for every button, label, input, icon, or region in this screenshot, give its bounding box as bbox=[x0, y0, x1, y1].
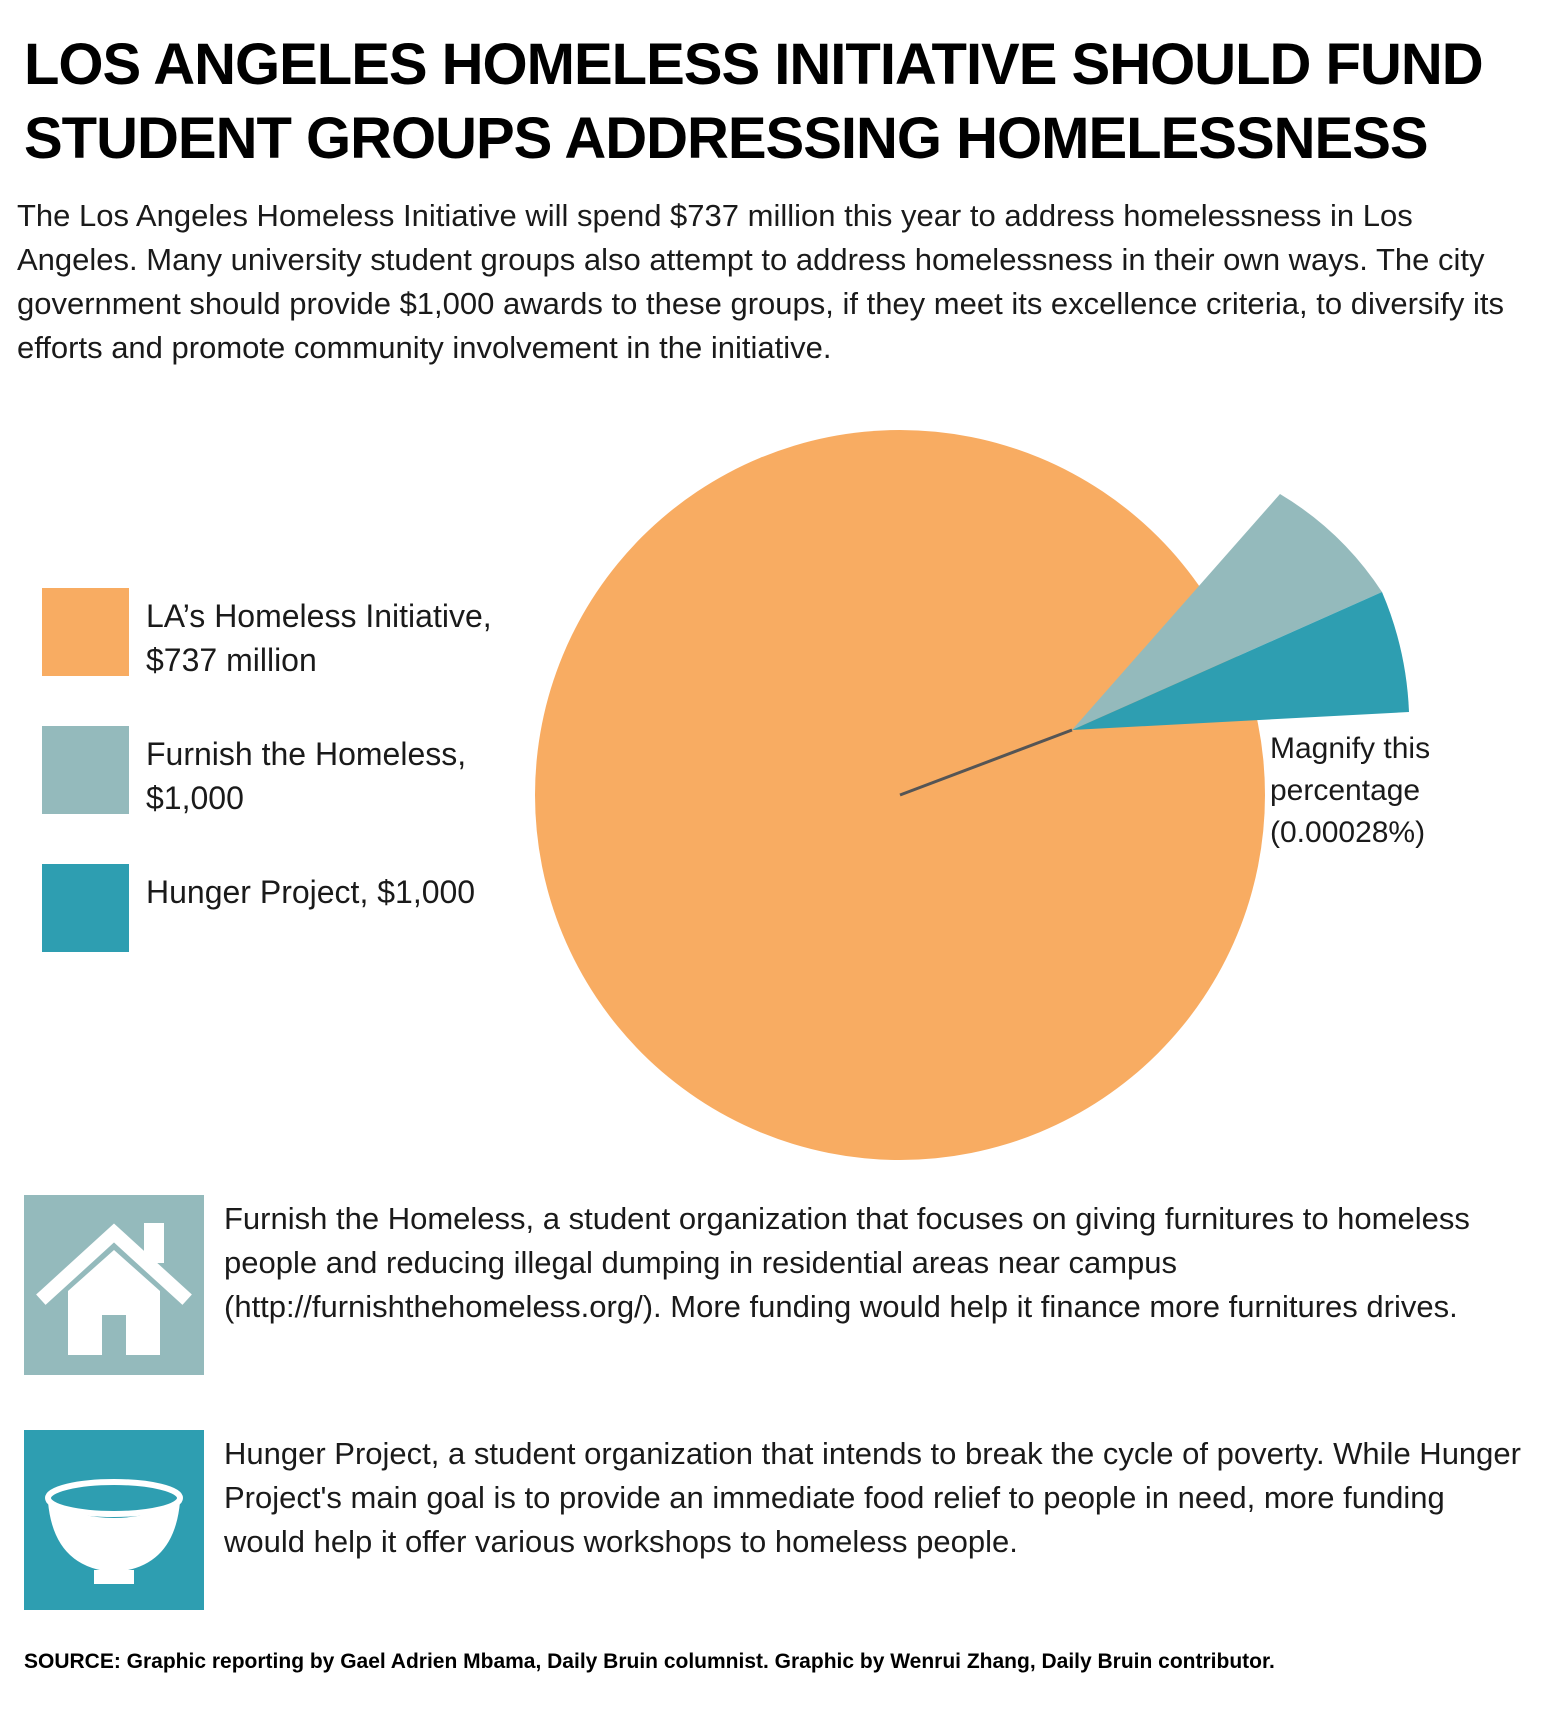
org-description-furnish: Furnish the Homeless, a student organiza… bbox=[224, 1201, 1470, 1324]
house-icon bbox=[24, 1195, 204, 1375]
legend-item-la-initiative: LA’s Homeless Initiative, $737 million bbox=[42, 588, 502, 726]
legend-label-furnish: Furnish the Homeless, $1,000 bbox=[146, 736, 467, 816]
legend-swatch-la-initiative bbox=[42, 588, 129, 676]
legend-label-la-initiative: LA’s Homeless Initiative, $737 million bbox=[146, 598, 492, 678]
pie-slice-furnish bbox=[1072, 494, 1382, 730]
org-info-furnish: Furnish the Homeless, a student organiza… bbox=[24, 1195, 1524, 1375]
pie-leader-line bbox=[899, 728, 1073, 797]
page-title: LOS ANGELES HOMELESS INITIATIVE SHOULD F… bbox=[24, 32, 1484, 171]
chart-legend: LA’s Homeless Initiative, $737 million F… bbox=[42, 588, 502, 1002]
pie-slice-hunger bbox=[1072, 592, 1409, 730]
legend-swatch-hunger bbox=[42, 864, 129, 952]
legend-item-furnish: Furnish the Homeless, $1,000 bbox=[42, 726, 502, 864]
legend-item-hunger: Hunger Project, $1,000 bbox=[42, 864, 502, 1002]
legend-swatch-furnish bbox=[42, 726, 129, 814]
legend-label-hunger: Hunger Project, $1,000 bbox=[146, 874, 476, 910]
intro-paragraph: The Los Angeles Homeless Initiative will… bbox=[17, 198, 1505, 365]
pie-chart bbox=[535, 430, 1409, 1160]
source-credit: SOURCE: Graphic reporting by Gael Adrien… bbox=[24, 1650, 1275, 1673]
org-info-hunger: Hunger Project, a student organization t… bbox=[24, 1430, 1524, 1610]
org-description-hunger: Hunger Project, a student organization t… bbox=[224, 1436, 1521, 1559]
pie-callout-label: Magnify this percentage (0.00028%) bbox=[1270, 732, 1431, 849]
bowl-icon bbox=[24, 1430, 204, 1610]
